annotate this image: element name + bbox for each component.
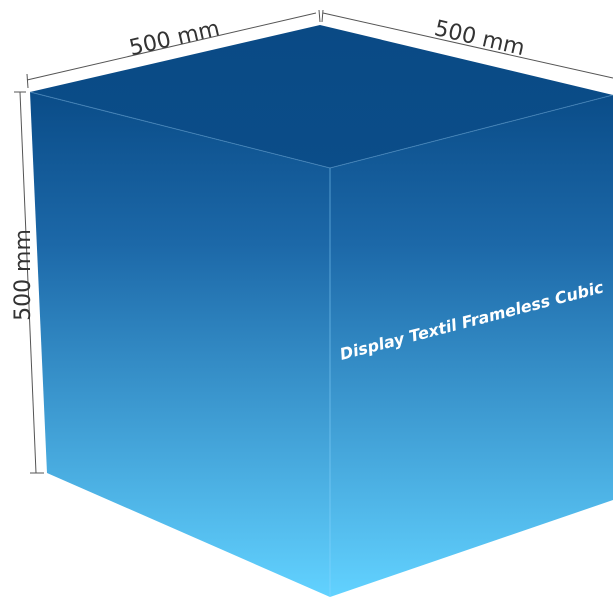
dimension-height: 500 mm	[11, 91, 44, 474]
dimension-label: 500 mm	[11, 229, 36, 321]
cube-left-face	[30, 92, 330, 597]
cube-edge	[29, 91, 613, 169]
dimension-label: 500 mm	[432, 16, 527, 61]
cube-right-face	[330, 95, 613, 597]
